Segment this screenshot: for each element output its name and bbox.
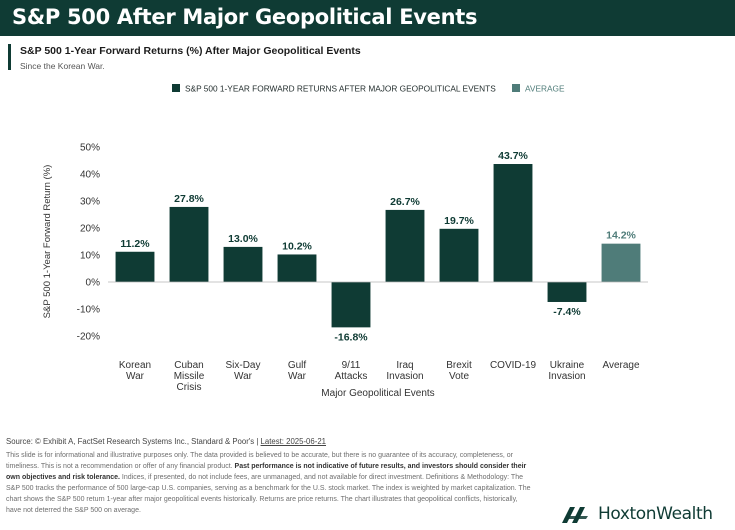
data-label: 43.7% (498, 150, 528, 162)
bar (169, 206, 209, 282)
bar-chart: S&P 500 1-YEAR FORWARD RETURNS AFTER MAJ… (42, 84, 648, 399)
source-latest-link[interactable]: Latest: 2025-06-21 (260, 437, 327, 446)
chart-note: Since the Korean War. (20, 61, 105, 71)
disclaimer-text-1: This slide is for informational and illu… (6, 452, 513, 470)
y-tick-label: -10% (77, 305, 100, 316)
disclaimer: This slide is for informational and illu… (6, 450, 531, 516)
x-tick-label: War (234, 371, 253, 382)
x-tick-label: Korean (119, 360, 151, 371)
data-label: 14.2% (606, 230, 636, 242)
y-tick-label: 30% (80, 197, 100, 208)
y-tick-label: 40% (80, 170, 100, 181)
x-tick-label: Brexit (446, 360, 472, 371)
y-tick-label: 50% (80, 143, 100, 154)
bar (331, 282, 371, 328)
source-line: Source: © Exhibit A, FactSet Research Sy… (6, 436, 531, 447)
data-label: 19.7% (444, 215, 474, 227)
bar (493, 164, 533, 282)
x-tick-label: 9/11 (342, 360, 361, 371)
data-label: -7.4% (553, 306, 581, 318)
x-tick-label: Vote (449, 371, 469, 382)
x-tick-label: Cuban (174, 360, 203, 371)
bar (439, 228, 479, 282)
x-tick-label: Iraq (396, 360, 413, 371)
y-tick-label: -20% (77, 332, 100, 343)
x-tick-label: Crisis (177, 382, 202, 393)
data-label: 26.7% (390, 196, 420, 208)
bar (223, 246, 263, 282)
bar (115, 251, 155, 282)
hoxton-logo-icon (562, 507, 588, 523)
y-tick-label: 0% (86, 278, 101, 289)
x-tick-label: Missile (174, 371, 205, 382)
y-tick-label: 10% (80, 251, 100, 262)
legend-label-returns: S&P 500 1-YEAR FORWARD RETURNS AFTER MAJ… (185, 84, 496, 94)
x-tick-label: Six-Day (225, 360, 260, 371)
source-text: Source: © Exhibit A, FactSet Research Sy… (6, 437, 261, 446)
data-label: 13.0% (228, 233, 258, 245)
x-tick-label: Attacks (335, 371, 368, 382)
subtitle-accent-bar (8, 44, 11, 70)
brand: HoxtonWealth (560, 503, 713, 525)
legend-swatch-returns (172, 84, 180, 92)
x-tick-label: Ukraine (550, 360, 585, 371)
footer: Source: © Exhibit A, FactSet Research Sy… (6, 436, 531, 516)
data-label: 10.2% (282, 240, 312, 252)
y-tick-label: 20% (80, 224, 100, 235)
x-tick-label: War (126, 371, 145, 382)
legend-label-average: AVERAGE (525, 84, 565, 94)
bar (547, 282, 587, 302)
x-axis-label: Major Geopolitical Events (321, 388, 434, 399)
data-label: 27.8% (174, 193, 204, 205)
x-tick-label: Gulf (288, 360, 307, 371)
y-axis-label: S&P 500 1-Year Forward Return (%) (42, 165, 53, 319)
bar (385, 209, 425, 282)
header-band: S&P 500 After Major Geopolitical Events (0, 0, 735, 36)
disclaimer-bold: Past performance is not indicative of fu… (6, 463, 527, 481)
x-tick-label: Invasion (386, 371, 423, 382)
x-tick-label: COVID-19 (490, 360, 537, 371)
legend-swatch-average (512, 84, 520, 92)
data-label: 11.2% (120, 238, 150, 250)
x-tick-label: Average (602, 360, 640, 371)
page-title: S&P 500 After Major Geopolitical Events (12, 5, 478, 29)
disclaimer-text-2: Indices, if presented, do not include fe… (6, 474, 531, 514)
x-tick-label: War (288, 371, 307, 382)
bar (601, 243, 641, 282)
brand-name: HoxtonWealth (598, 504, 713, 524)
x-tick-label: Invasion (548, 371, 585, 382)
chart-subtitle: S&P 500 1-Year Forward Returns (%) After… (20, 45, 361, 57)
bar (277, 254, 317, 282)
data-label: -16.8% (334, 331, 368, 343)
